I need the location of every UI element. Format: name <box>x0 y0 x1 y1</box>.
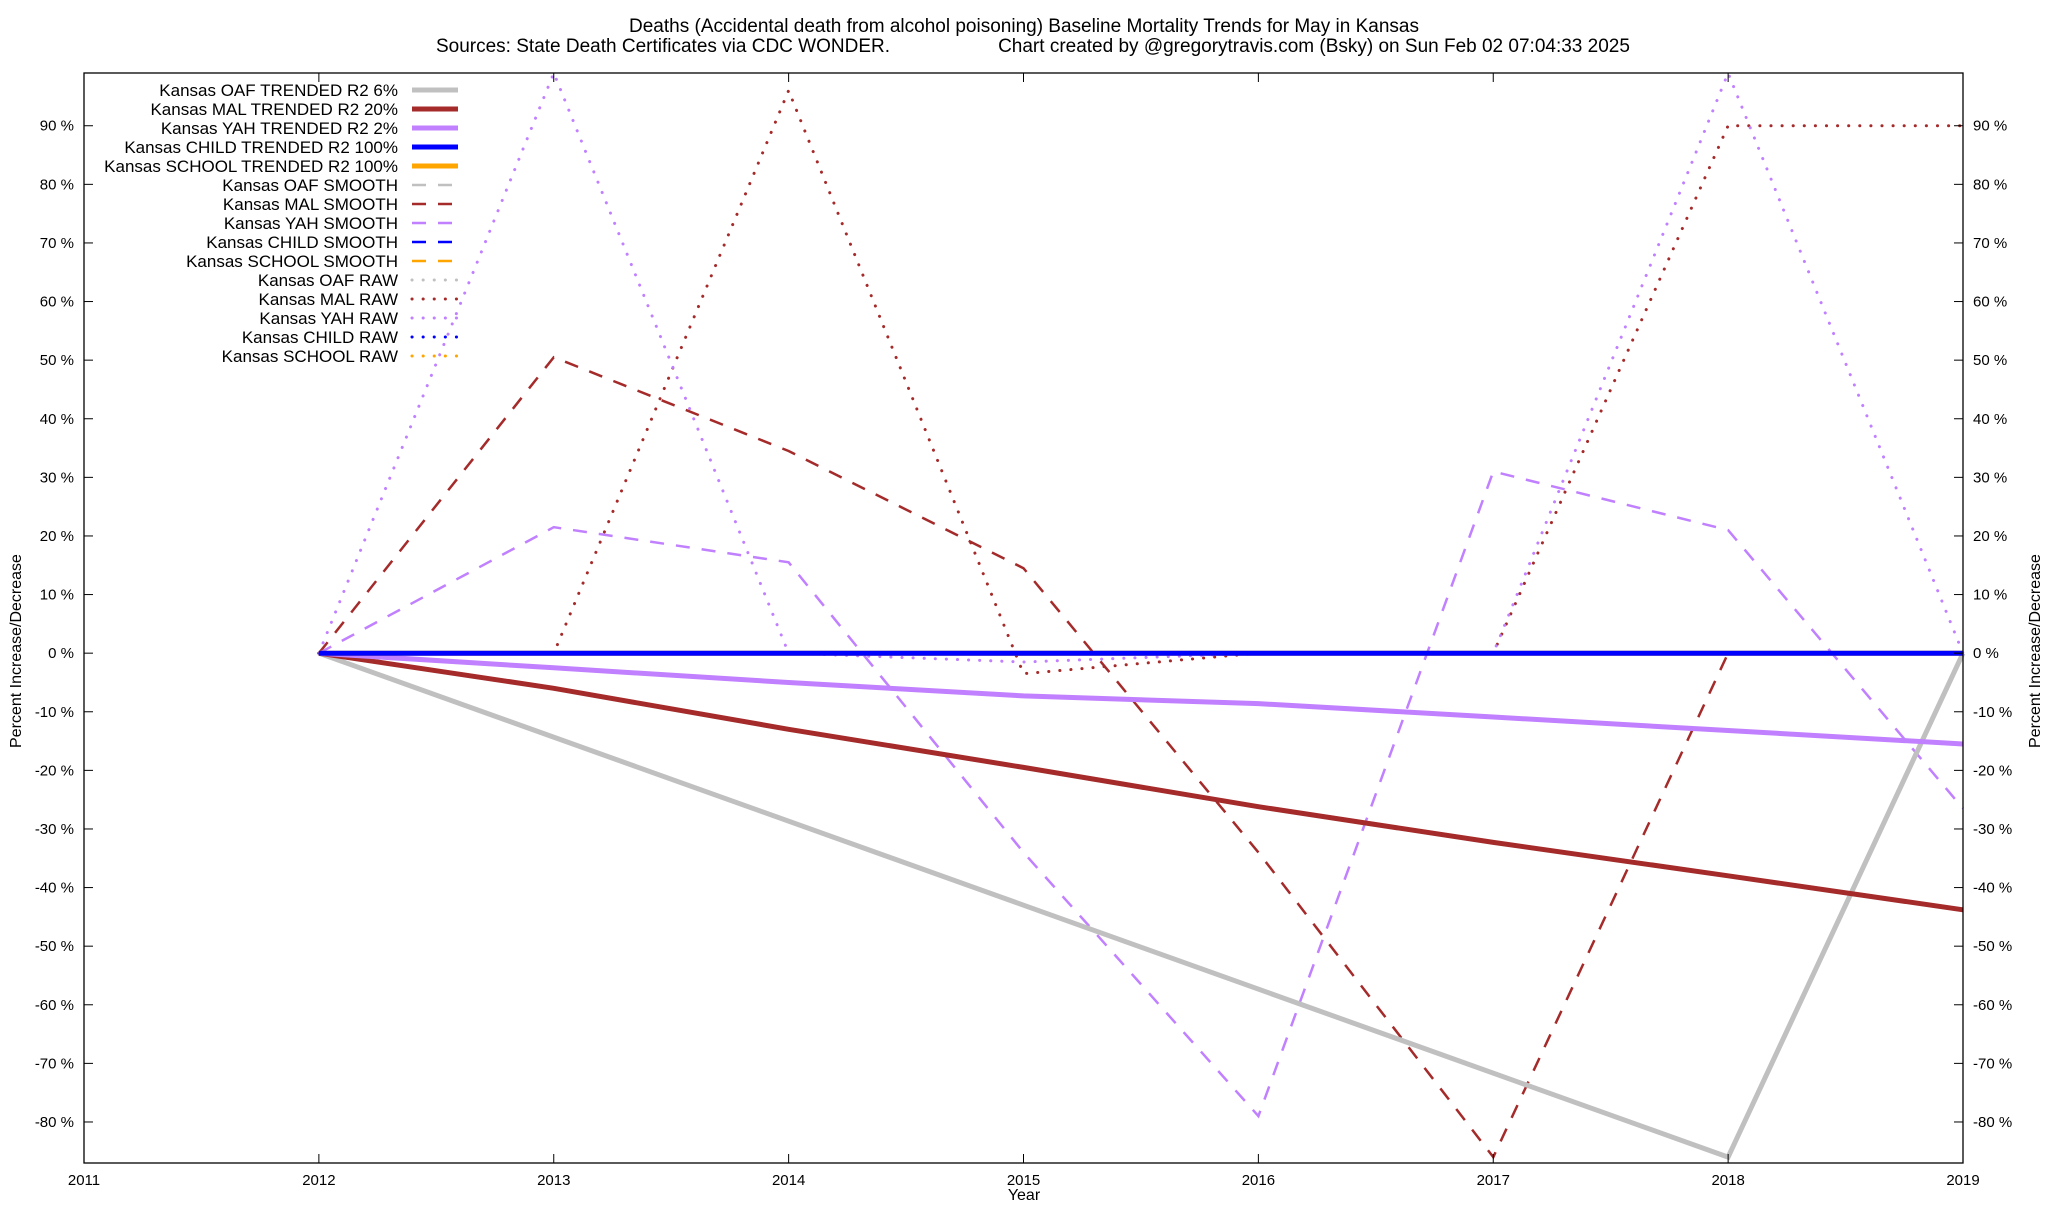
legend-label: Kansas MAL RAW <box>258 290 398 309</box>
legend-label: Kansas OAF RAW <box>258 271 398 290</box>
x-tick-label: 2016 <box>1242 1172 1275 1189</box>
y2-tick-label: -10 % <box>1973 704 2012 721</box>
y-tick-label: -80 % <box>35 1114 74 1131</box>
y2-tick-label: -60 % <box>1973 997 2012 1014</box>
y2-tick-label: 90 % <box>1973 118 2007 135</box>
y-tick-label: 10 % <box>40 587 74 604</box>
y-tick-label: 20 % <box>40 528 74 545</box>
y-tick-label: -40 % <box>35 880 74 897</box>
legend-label: Kansas MAL TRENDED R2 20% <box>150 100 398 119</box>
y-tick-label: -70 % <box>35 1055 74 1072</box>
y2-tick-label: -70 % <box>1973 1055 2012 1072</box>
y2-tick-label: 60 % <box>1973 294 2007 311</box>
y-tick-label: 0 % <box>48 645 74 662</box>
y-tick-label: -10 % <box>35 704 74 721</box>
x-tick-label: 2019 <box>1946 1172 1979 1189</box>
axes: 2011 2012 2013 2014 2015 2016 2017 2018 2019 -80 … <box>35 73 2012 1189</box>
x-axis-label: Year <box>1008 1187 1041 1200</box>
x-tick-label: 2015 <box>1007 1172 1040 1189</box>
x-tick-label: 2018 <box>1711 1172 1744 1189</box>
y2-tick-label: 0 % <box>1973 645 1999 662</box>
y2-tick-label: 70 % <box>1973 235 2007 252</box>
series-line-kansas-yah-smooth <box>318 470 1964 1119</box>
chart-subtitle-credit: Chart created by @gregorytravis.com (Bsk… <box>998 36 1630 57</box>
x-tick-label: 2011 <box>68 1172 100 1189</box>
y-tick-label: 50 % <box>40 352 74 369</box>
y-tick-label: 90 % <box>40 118 74 135</box>
y-tick-label: 80 % <box>40 176 74 193</box>
legend-label: Kansas YAH RAW <box>259 309 398 328</box>
y2-tick-label: 40 % <box>1973 411 2007 428</box>
chart-title: Deaths (Accidental death from alcohol po… <box>629 16 1419 37</box>
y2-tick-label: -20 % <box>1973 762 2012 779</box>
series-line-kansas-mal-smooth <box>317 355 1963 1160</box>
legend-label: Kansas OAF TRENDED R2 6% <box>159 81 398 100</box>
y2-tick-label: 20 % <box>1973 528 2007 545</box>
y2-axis-label: Percent Increase/Decrease <box>2027 554 2044 748</box>
legend-label: Kansas SCHOOL RAW <box>222 347 398 366</box>
legend-label: Kansas OAF SMOOTH <box>222 176 398 195</box>
y-tick-label: -20 % <box>35 762 74 779</box>
y-tick-label: 30 % <box>40 469 74 486</box>
legend-label: Kansas MAL SMOOTH <box>223 195 398 214</box>
x-tick-label: 2014 <box>772 1172 805 1189</box>
legend-label: Kansas YAH SMOOTH <box>224 214 398 233</box>
x-tick-label: 2017 <box>1477 1172 1510 1189</box>
y2-tick-label: 80 % <box>1973 176 2007 193</box>
legend-label: Kansas SCHOOL TRENDED R2 100% <box>104 157 398 176</box>
legend-label: Kansas YAH TRENDED R2 2% <box>161 119 398 138</box>
legend-label: Kansas CHILD TRENDED R2 100% <box>124 138 398 157</box>
y-tick-label: 60 % <box>40 294 74 311</box>
y2-tick-label: 50 % <box>1973 352 2007 369</box>
y2-tick-label: -80 % <box>1973 1114 2012 1131</box>
series-line-kansas-yah-trended-r2-2 <box>318 650 1964 747</box>
chart-subtitle-sources: Sources: State Death Certificates via CD… <box>436 36 890 57</box>
y-tick-label: -30 % <box>35 821 74 838</box>
legend-label: Kansas CHILD RAW <box>242 328 398 347</box>
series-line-kansas-mal-trended-r2-20 <box>318 650 1964 913</box>
y2-tick-label: 10 % <box>1973 587 2007 604</box>
x-tick-label: 2013 <box>537 1172 570 1189</box>
y-tick-label: 70 % <box>40 235 74 252</box>
y-tick-label: -50 % <box>35 938 74 955</box>
y-tick-label: -60 % <box>35 997 74 1014</box>
legend-label: Kansas CHILD SMOOTH <box>206 233 398 252</box>
legend-label: Kansas SCHOOL SMOOTH <box>186 252 398 271</box>
y2-tick-label: -30 % <box>1973 821 2012 838</box>
legend: Kansas OAF TRENDED R2 6%Kansas MAL TREND… <box>104 81 460 366</box>
y2-tick-label: -40 % <box>1973 880 2012 897</box>
y2-tick-label: 30 % <box>1973 469 2007 486</box>
y-axis-label: Percent Increase/Decrease <box>8 554 25 748</box>
y2-tick-label: -50 % <box>1973 938 2012 955</box>
x-tick-label: 2012 <box>302 1172 335 1189</box>
y-tick-label: 40 % <box>40 411 74 428</box>
